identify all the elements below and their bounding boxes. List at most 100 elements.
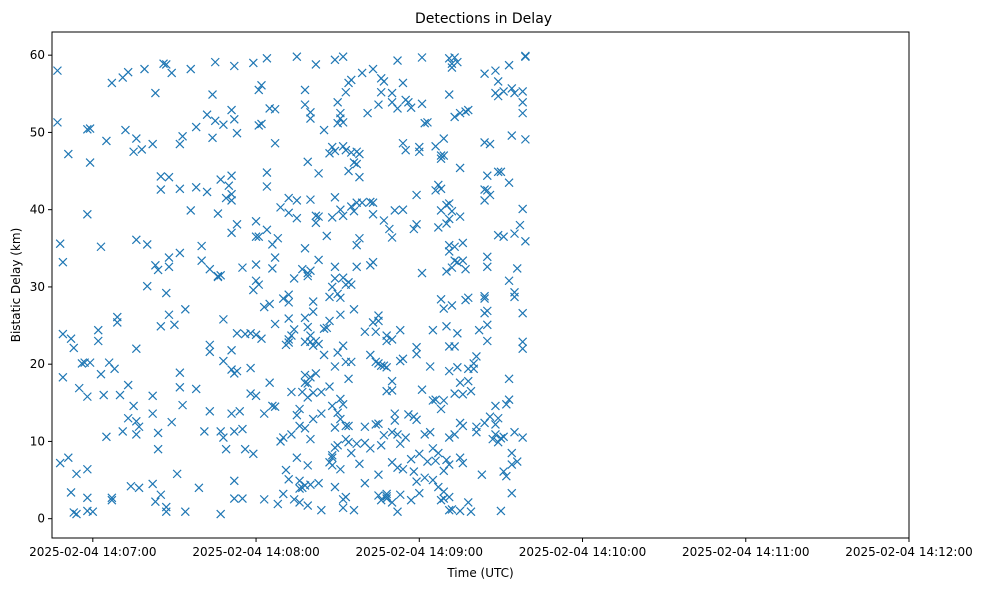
- data-point: [368, 318, 378, 327]
- data-point: [518, 308, 528, 318]
- data-point: [480, 69, 490, 79]
- data-point: [216, 509, 226, 519]
- data-point: [439, 151, 449, 161]
- data-point: [335, 394, 345, 404]
- data-point: [300, 423, 310, 433]
- y-axis: 0 10 20 30 40 50 60: [30, 48, 52, 526]
- data-point: [306, 114, 315, 123]
- data-point: [357, 68, 367, 78]
- data-point: [355, 172, 364, 182]
- data-point: [499, 87, 509, 96]
- data-point: [333, 440, 343, 450]
- data-point: [314, 478, 324, 488]
- data-point: [352, 262, 362, 272]
- data-point: [85, 124, 95, 133]
- data-point: [360, 422, 370, 432]
- data-point: [202, 187, 212, 197]
- data-point: [482, 336, 492, 346]
- data-point: [338, 117, 348, 127]
- data-point: [417, 99, 427, 109]
- data-point: [371, 420, 381, 429]
- data-point: [496, 506, 506, 516]
- data-point: [295, 421, 305, 431]
- data-point: [82, 124, 92, 134]
- data-point: [510, 292, 519, 302]
- data-point: [333, 97, 343, 107]
- data-point: [129, 401, 139, 411]
- data-point: [463, 498, 473, 507]
- data-point: [85, 358, 95, 368]
- data-point: [227, 195, 236, 205]
- data-point: [300, 313, 310, 323]
- data-point: [355, 233, 364, 243]
- data-point: [131, 430, 141, 439]
- data-point: [455, 378, 465, 388]
- data-point: [278, 294, 288, 303]
- data-point: [409, 467, 419, 476]
- data-point: [384, 224, 394, 234]
- data-point: [292, 453, 302, 463]
- data-point: [406, 495, 416, 505]
- data-point: [175, 248, 185, 258]
- data-point: [382, 362, 392, 372]
- data-point: [316, 505, 326, 515]
- data-point: [512, 457, 522, 466]
- data-point: [248, 58, 258, 68]
- data-point: [164, 253, 174, 262]
- data-point: [341, 145, 351, 155]
- data-point: [447, 504, 457, 514]
- data-point: [436, 404, 446, 414]
- data-point: [393, 463, 402, 473]
- data-point: [417, 385, 427, 395]
- data-point: [175, 139, 185, 149]
- data-point: [210, 116, 220, 126]
- data-point: [254, 280, 264, 290]
- data-point: [412, 349, 421, 359]
- data-point: [439, 304, 449, 313]
- data-point: [363, 108, 373, 118]
- data-point: [251, 260, 261, 269]
- data-point: [246, 363, 256, 373]
- data-point: [254, 85, 264, 95]
- y-tick-label: 60: [30, 48, 45, 62]
- data-point: [172, 469, 182, 479]
- data-point: [327, 401, 337, 411]
- data-point: [284, 314, 294, 324]
- data-point: [314, 168, 324, 178]
- data-point: [461, 264, 470, 274]
- data-point: [311, 369, 321, 378]
- data-point: [229, 476, 239, 486]
- data-point: [510, 427, 519, 437]
- data-point: [463, 376, 473, 386]
- data-point: [387, 335, 397, 344]
- data-point: [175, 382, 185, 392]
- data-point: [393, 104, 402, 113]
- data-point: [227, 409, 236, 419]
- data-point: [259, 494, 269, 504]
- data-point: [368, 209, 378, 219]
- data-point: [461, 107, 470, 116]
- data-point: [164, 262, 174, 272]
- data-point: [278, 489, 288, 499]
- data-point: [180, 507, 190, 517]
- data-point: [148, 479, 158, 489]
- data-point: [452, 362, 462, 372]
- data-point: [458, 256, 468, 266]
- data-point: [306, 266, 315, 276]
- data-point: [428, 325, 438, 335]
- data-point: [325, 316, 334, 326]
- data-point: [175, 368, 185, 378]
- data-point: [325, 148, 334, 158]
- data-point: [140, 64, 149, 74]
- data-point: [96, 242, 106, 252]
- data-point: [335, 310, 345, 320]
- data-point: [365, 350, 375, 360]
- data-point: [153, 428, 163, 438]
- data-point: [327, 212, 337, 222]
- data-point: [112, 318, 122, 327]
- data-point: [107, 495, 117, 505]
- data-point: [327, 453, 337, 463]
- data-point: [346, 75, 356, 85]
- data-point: [387, 376, 397, 386]
- data-point: [349, 158, 359, 167]
